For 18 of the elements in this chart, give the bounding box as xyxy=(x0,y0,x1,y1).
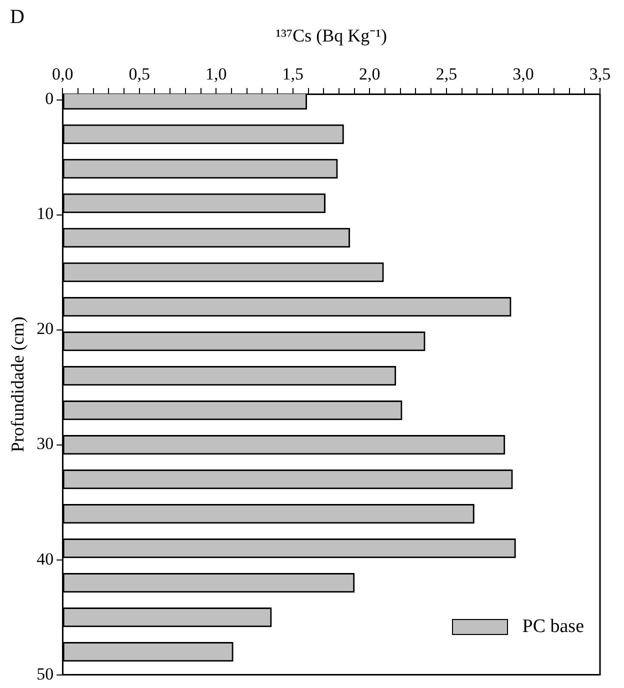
x-tick-label: 3,5 xyxy=(589,64,611,84)
x-tick-label: 1,0 xyxy=(206,64,227,84)
chart-title: D xyxy=(10,6,24,29)
x-tick-label: 1,5 xyxy=(282,64,304,84)
x-tick-label: 2,5 xyxy=(436,64,458,84)
y-tick-label: 30 xyxy=(36,434,54,454)
y-axis-title: Profundidade (cm) xyxy=(8,316,28,452)
y-tick-label: 10 xyxy=(36,204,54,224)
y-tick-label: 40 xyxy=(36,549,54,568)
x-tick-label: 2,0 xyxy=(359,64,380,84)
legend-label: PC base xyxy=(522,616,584,638)
y-tick-label: 20 xyxy=(36,319,54,338)
y-tick-label: 0 xyxy=(45,89,54,108)
x-axis-title: ¹³⁷Cs (Bq Kg⁻¹) xyxy=(276,26,388,46)
x-tick-label: 3,0 xyxy=(512,64,534,84)
x-tick-label: 0,5 xyxy=(128,64,150,84)
x-tick-label: 0,0 xyxy=(52,64,74,84)
y-tick-label: 50 xyxy=(36,664,54,684)
